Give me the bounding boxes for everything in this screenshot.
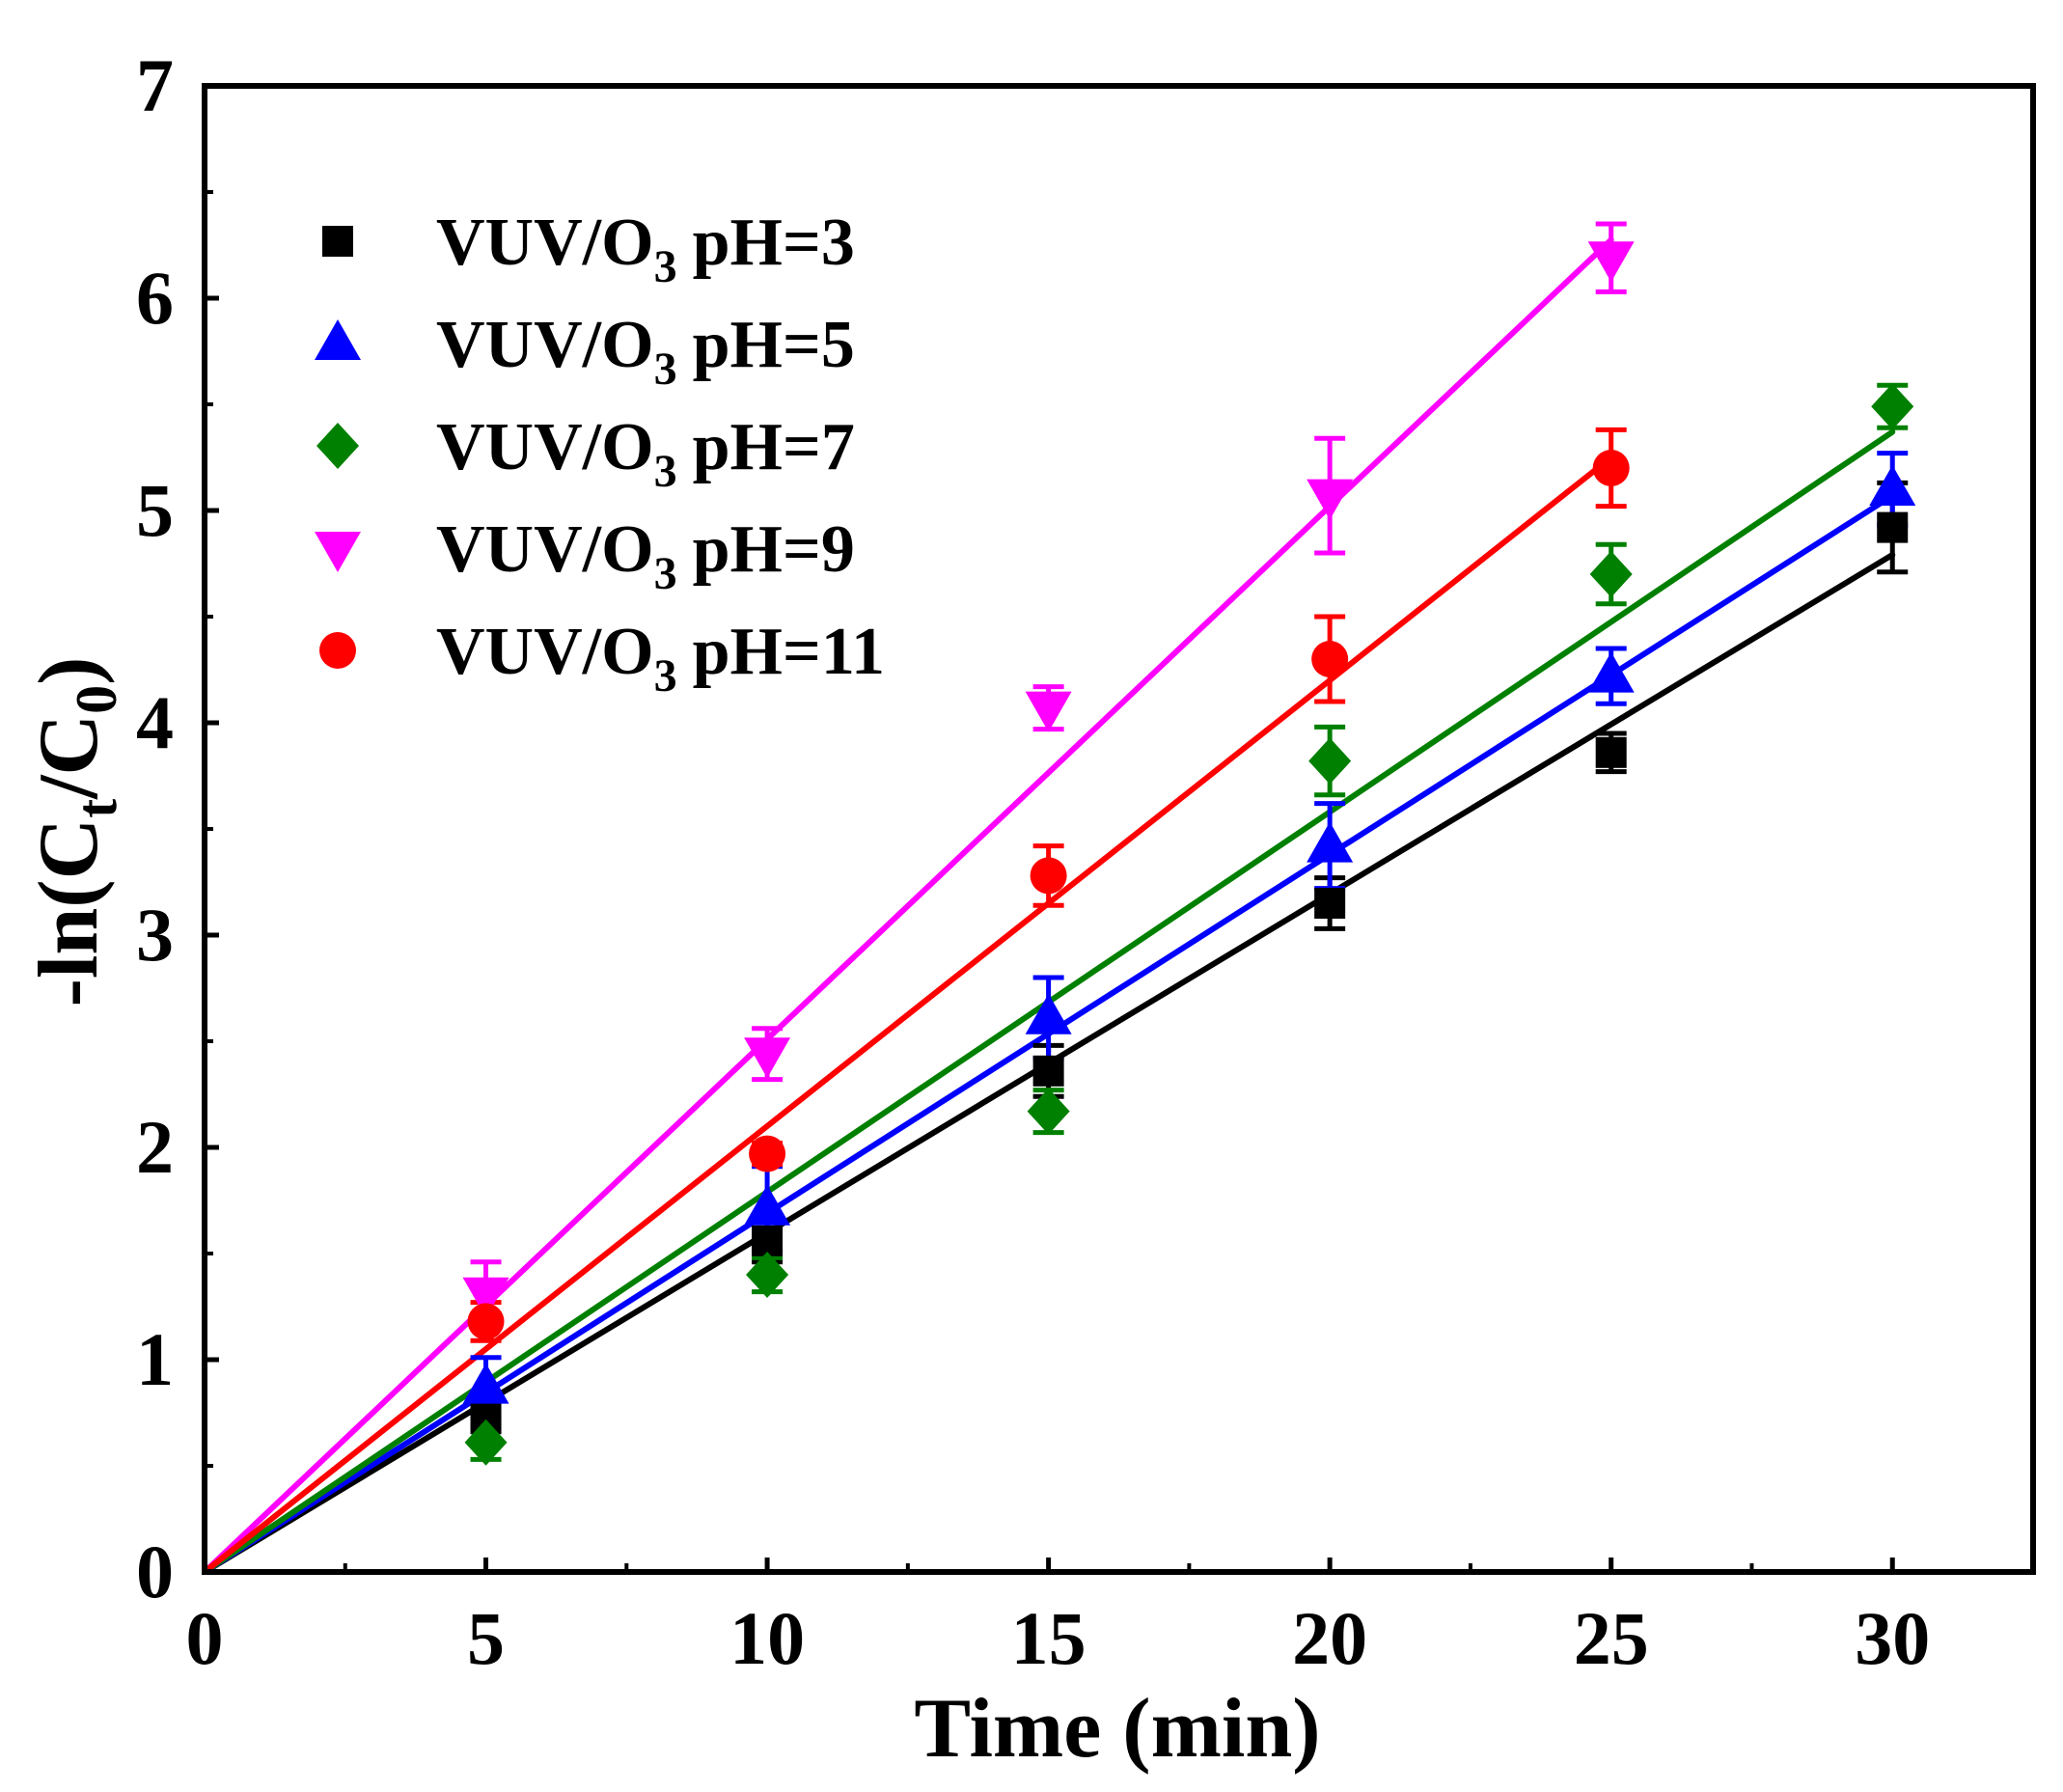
y-tick-label: 6 bbox=[136, 256, 174, 340]
legend-label-series-4: VUV/O3 pH=11 bbox=[436, 615, 885, 702]
data-point-series-1 bbox=[744, 1184, 791, 1226]
data-point-series-4 bbox=[749, 1135, 786, 1172]
legend-label-series-2: VUV/O3 pH=7 bbox=[436, 410, 855, 497]
legend-marker-series-1 bbox=[315, 319, 361, 360]
data-point-series-3 bbox=[1025, 691, 1072, 732]
fit-line-series-3 bbox=[202, 236, 1614, 1575]
data-point-series-1 bbox=[1307, 821, 1354, 863]
y-tick-label: 4 bbox=[136, 680, 174, 764]
data-point-series-1 bbox=[1025, 993, 1072, 1034]
x-tick-label: 15 bbox=[1011, 1596, 1087, 1680]
legend-label-series-0: VUV/O3 pH=3 bbox=[436, 206, 855, 292]
legend-label-subscript: 3 bbox=[654, 650, 677, 702]
y-tick-label: 0 bbox=[136, 1530, 174, 1613]
legend-label-series-3: VUV/O3 pH=9 bbox=[436, 512, 855, 599]
data-point-series-2 bbox=[1589, 551, 1633, 597]
legend-marker-series-2 bbox=[316, 423, 359, 469]
x-tick-label: 5 bbox=[467, 1596, 505, 1680]
legend-label-subscript: 3 bbox=[654, 446, 677, 497]
legend-marker-series-4 bbox=[319, 632, 356, 669]
data-point-series-0 bbox=[1595, 736, 1627, 768]
y-axis-label-part: ) bbox=[22, 657, 116, 685]
data-point-series-4 bbox=[467, 1303, 505, 1340]
legend-marker-series-3 bbox=[315, 532, 361, 572]
data-point-series-0 bbox=[1314, 888, 1346, 919]
x-axis-label: Time (min) bbox=[914, 1682, 1320, 1776]
data-point-series-1 bbox=[1587, 651, 1635, 693]
legend-label-subscript: 3 bbox=[654, 344, 677, 395]
data-point-series-4 bbox=[1311, 641, 1349, 677]
y-axis-label-subscript: t bbox=[65, 799, 128, 818]
legend-label-main: VUV/O bbox=[436, 410, 654, 484]
data-point-series-4 bbox=[1592, 450, 1630, 486]
x-tick-label: 0 bbox=[186, 1596, 224, 1680]
data-point-series-4 bbox=[1030, 857, 1067, 895]
y-axis-label-subscript: 0 bbox=[65, 685, 128, 714]
legend-label-tail: pH=9 bbox=[693, 512, 855, 587]
data-point-series-3 bbox=[1587, 241, 1635, 283]
data-point-series-0 bbox=[1877, 511, 1909, 543]
y-axis-label-part: -ln(C bbox=[22, 818, 116, 1007]
y-tick-label: 3 bbox=[136, 893, 174, 977]
legend-label-tail: pH=3 bbox=[693, 206, 855, 280]
data-point-series-2 bbox=[1308, 737, 1352, 785]
x-tick-label: 20 bbox=[1292, 1596, 1367, 1680]
legend-label-main: VUV/O bbox=[436, 512, 654, 587]
data-point-series-2 bbox=[746, 1252, 789, 1298]
legend-label-main: VUV/O bbox=[436, 308, 654, 382]
legend-label-main: VUV/O bbox=[436, 206, 654, 280]
data-point-series-1 bbox=[1869, 465, 1916, 506]
data-point-series-2 bbox=[1871, 383, 1914, 430]
y-tick-label: 1 bbox=[136, 1317, 174, 1401]
y-axis-label-part: /C bbox=[22, 714, 116, 800]
legend-label-subscript: 3 bbox=[654, 548, 677, 599]
x-tick-label: 10 bbox=[729, 1596, 805, 1680]
legend-marker-series-0 bbox=[322, 226, 353, 257]
data-point-series-3 bbox=[1307, 479, 1354, 520]
data-point-series-1 bbox=[462, 1363, 509, 1404]
legend-label-main: VUV/O bbox=[436, 615, 654, 689]
data-point-series-0 bbox=[752, 1225, 784, 1256]
legend-label-tail: pH=5 bbox=[693, 308, 855, 382]
y-tick-label: 7 bbox=[136, 43, 174, 127]
data-point-series-3 bbox=[462, 1277, 509, 1318]
data-point-series-3 bbox=[744, 1037, 791, 1079]
y-tick-label: 2 bbox=[136, 1105, 174, 1189]
y-tick-label: 5 bbox=[136, 468, 174, 552]
data-point-series-2 bbox=[464, 1419, 508, 1466]
data-point-series-2 bbox=[1027, 1088, 1070, 1135]
fit-line-series-4 bbox=[202, 455, 1614, 1575]
data-points bbox=[462, 241, 1916, 1466]
legend-label-tail: pH=11 bbox=[693, 615, 885, 689]
x-tick-label: 30 bbox=[1855, 1596, 1930, 1680]
legend-label-subscript: 3 bbox=[654, 241, 677, 292]
legend-label-tail: pH=7 bbox=[693, 410, 855, 484]
data-point-series-0 bbox=[1032, 1055, 1064, 1087]
y-axis-label: -ln(Ct/C0) bbox=[22, 657, 128, 1007]
legend-label-series-1: VUV/O3 pH=5 bbox=[436, 308, 855, 395]
x-tick-label: 25 bbox=[1574, 1596, 1649, 1680]
